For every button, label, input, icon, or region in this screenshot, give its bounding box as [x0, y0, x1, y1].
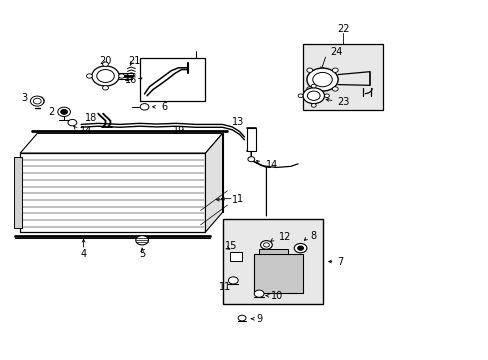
- Circle shape: [92, 66, 119, 86]
- Circle shape: [58, 107, 70, 117]
- Circle shape: [332, 68, 338, 72]
- Circle shape: [297, 246, 303, 250]
- Bar: [303, 44, 383, 110]
- Circle shape: [136, 235, 148, 245]
- Bar: [222, 220, 322, 304]
- Bar: [140, 58, 205, 101]
- Circle shape: [303, 88, 324, 104]
- Circle shape: [228, 277, 238, 284]
- Text: 19: 19: [172, 126, 184, 136]
- Bar: [259, 249, 288, 253]
- Circle shape: [294, 243, 306, 253]
- Circle shape: [311, 84, 316, 88]
- Text: 6: 6: [161, 102, 167, 112]
- Circle shape: [311, 104, 316, 107]
- Text: 16: 16: [125, 75, 137, 85]
- Circle shape: [119, 74, 124, 78]
- Text: 2: 2: [48, 107, 54, 117]
- Text: 15: 15: [224, 240, 237, 251]
- Circle shape: [247, 157, 254, 162]
- Text: 12: 12: [278, 232, 290, 242]
- Text: 4: 4: [81, 248, 86, 258]
- Text: 17: 17: [123, 73, 136, 83]
- Circle shape: [332, 87, 338, 91]
- Text: 3: 3: [21, 93, 27, 103]
- Polygon shape: [20, 134, 222, 153]
- Circle shape: [68, 120, 77, 126]
- Circle shape: [306, 68, 337, 91]
- Circle shape: [86, 74, 92, 78]
- Circle shape: [324, 94, 329, 98]
- Text: 21: 21: [128, 55, 141, 66]
- Circle shape: [97, 69, 114, 82]
- Text: 18: 18: [85, 113, 97, 123]
- Text: 23: 23: [336, 97, 349, 107]
- Circle shape: [306, 68, 312, 72]
- Polygon shape: [205, 134, 222, 232]
- Text: 1: 1: [232, 195, 238, 205]
- Circle shape: [254, 290, 264, 297]
- Text: 20: 20: [99, 55, 111, 66]
- Text: 24: 24: [329, 46, 342, 57]
- Text: 7: 7: [336, 257, 343, 267]
- Circle shape: [298, 94, 303, 98]
- Text: 22: 22: [336, 24, 349, 34]
- Circle shape: [306, 87, 312, 91]
- Text: 5: 5: [139, 249, 145, 259]
- Text: 14: 14: [80, 126, 92, 135]
- Bar: [20, 153, 205, 232]
- Text: 11: 11: [219, 282, 231, 292]
- Circle shape: [238, 315, 245, 321]
- Circle shape: [61, 109, 67, 114]
- Circle shape: [307, 91, 320, 100]
- Bar: [14, 157, 21, 228]
- Text: 8: 8: [310, 231, 316, 240]
- Text: 9: 9: [256, 314, 262, 324]
- Text: 13: 13: [232, 117, 244, 127]
- Text: 14: 14: [265, 160, 277, 170]
- Bar: [254, 253, 303, 293]
- Circle shape: [312, 72, 331, 87]
- Text: 10: 10: [271, 291, 283, 301]
- Bar: [246, 128, 255, 151]
- Text: 1: 1: [236, 194, 243, 204]
- Bar: [229, 252, 242, 261]
- Circle shape: [140, 104, 149, 110]
- Circle shape: [102, 62, 108, 66]
- Circle shape: [102, 86, 108, 90]
- Circle shape: [260, 240, 272, 249]
